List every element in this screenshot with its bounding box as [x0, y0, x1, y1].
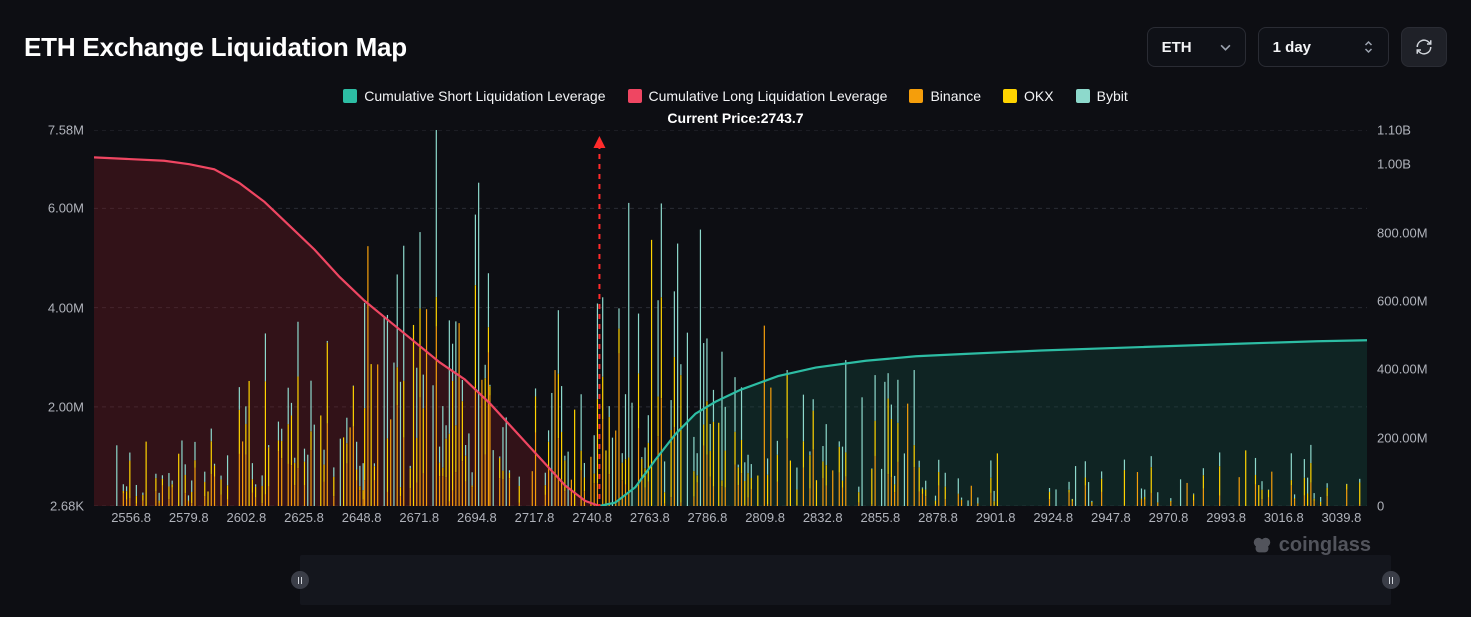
- chart-legend: Cumulative Short Liquidation Leverage Cum…: [0, 88, 1471, 104]
- y-axis-right-label: 800.00M: [1377, 225, 1447, 240]
- x-axis-label: 2763.8: [630, 510, 670, 525]
- legend-item[interactable]: Bybit: [1076, 88, 1128, 104]
- current-price-label: Current Price:2743.7: [667, 110, 803, 126]
- x-axis-label: 2855.8: [860, 510, 900, 525]
- x-axis-label: 2648.8: [342, 510, 382, 525]
- legend-label: Bybit: [1097, 88, 1128, 104]
- y-axis-left-label: 4.00M: [24, 300, 84, 315]
- y-axis-left-label: 2.00M: [24, 399, 84, 414]
- y-axis-right-label: 600.00M: [1377, 293, 1447, 308]
- y-axis-right-label: 0: [1377, 499, 1447, 514]
- x-axis-label: 2625.8: [284, 510, 324, 525]
- x-axis-label: 3039.8: [1322, 510, 1362, 525]
- x-axis-label: 2901.8: [976, 510, 1016, 525]
- x-axis-label: 2671.8: [399, 510, 439, 525]
- legend-swatch: [343, 89, 357, 103]
- legend-label: Binance: [930, 88, 981, 104]
- legend-label: Cumulative Short Liquidation Leverage: [364, 88, 605, 104]
- x-axis-label: 2924.8: [1033, 510, 1073, 525]
- chart-plot[interactable]: [94, 130, 1367, 506]
- legend-item[interactable]: Cumulative Long Liquidation Leverage: [628, 88, 888, 104]
- watermark: coinglass: [1251, 534, 1371, 557]
- y-axis-right-label: 1.10B: [1377, 123, 1447, 138]
- legend-swatch: [1076, 89, 1090, 103]
- x-axis-label: 2786.8: [688, 510, 728, 525]
- y-axis-left-label: 2.68K: [24, 499, 84, 514]
- x-axis-label: 2832.8: [803, 510, 843, 525]
- asset-select[interactable]: ETH: [1147, 27, 1246, 67]
- page-title: ETH Exchange Liquidation Map: [24, 32, 407, 63]
- legend-item[interactable]: Binance: [909, 88, 981, 104]
- chevron-down-icon: [1220, 42, 1231, 53]
- x-axis-label: 2717.8: [515, 510, 555, 525]
- y-axis-left-label: 7.58M: [24, 123, 84, 138]
- x-axis-label: 2878.8: [918, 510, 958, 525]
- x-axis-label: 2602.8: [226, 510, 266, 525]
- legend-item[interactable]: OKX: [1003, 88, 1054, 104]
- x-axis-label: 2556.8: [111, 510, 151, 525]
- x-axis-label: 2970.8: [1149, 510, 1189, 525]
- refresh-icon: [1415, 38, 1433, 56]
- chart-area: 2.68K2.00M4.00M6.00M7.58M 0200.00M400.00…: [24, 130, 1447, 530]
- range-select-value: 1 day: [1273, 39, 1311, 56]
- asset-select-value: ETH: [1162, 39, 1192, 56]
- zoom-slider[interactable]: [300, 555, 1391, 605]
- legend-label: OKX: [1024, 88, 1054, 104]
- x-axis-label: 2579.8: [169, 510, 209, 525]
- header-controls: ETH 1 day: [1147, 27, 1447, 67]
- x-axis-label: 2809.8: [745, 510, 785, 525]
- x-axis-label: 2694.8: [457, 510, 497, 525]
- zoom-slider-handle-left[interactable]: [291, 571, 309, 589]
- x-axis-label: 2947.8: [1091, 510, 1131, 525]
- legend-swatch: [628, 89, 642, 103]
- legend-label: Cumulative Long Liquidation Leverage: [649, 88, 888, 104]
- y-axis-right-label: 400.00M: [1377, 362, 1447, 377]
- x-axis-label: 2993.8: [1206, 510, 1246, 525]
- y-axis-right-label: 200.00M: [1377, 430, 1447, 445]
- refresh-button[interactable]: [1401, 27, 1447, 67]
- legend-item[interactable]: Cumulative Short Liquidation Leverage: [343, 88, 605, 104]
- legend-swatch: [1003, 89, 1017, 103]
- zoom-slider-handle-right[interactable]: [1382, 571, 1400, 589]
- y-axis-left-label: 6.00M: [24, 201, 84, 216]
- x-axis-label: 3016.8: [1264, 510, 1304, 525]
- y-axis-right-label: 1.00B: [1377, 157, 1447, 172]
- x-axis-label: 2740.8: [572, 510, 612, 525]
- legend-swatch: [909, 89, 923, 103]
- stepper-icon: [1363, 39, 1374, 55]
- range-select[interactable]: 1 day: [1258, 27, 1389, 67]
